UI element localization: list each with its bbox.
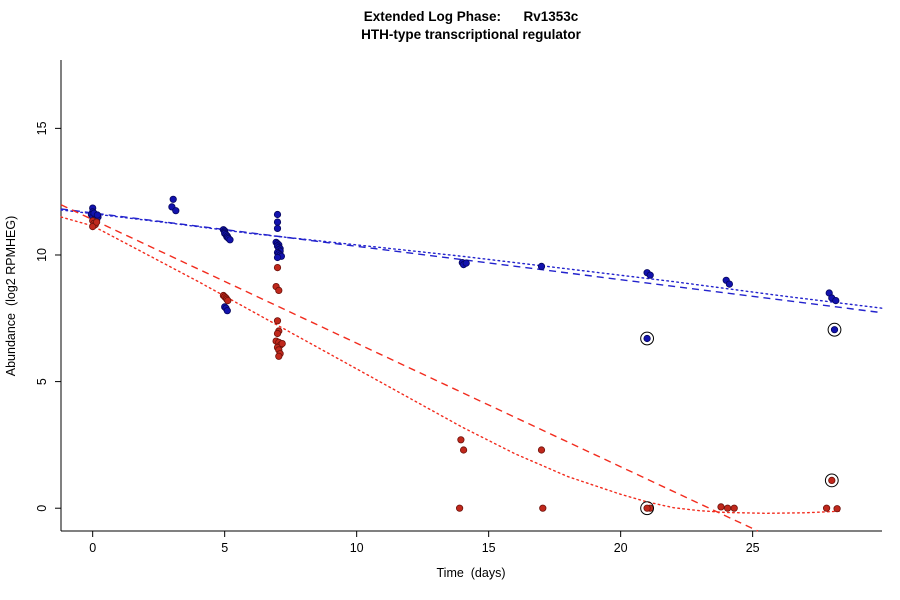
- red-dashed-trend-line: [60, 204, 759, 532]
- x-axis-title: Time (days): [437, 566, 506, 580]
- series-red-point: [730, 504, 738, 512]
- y-axis-title: Abundance (log2 RPMHEG): [4, 216, 18, 377]
- series-red-point: [833, 505, 841, 513]
- series-red-outlier-ring: [640, 501, 654, 516]
- series-red-point: [723, 504, 732, 512]
- x-tick-label: 25: [746, 541, 760, 555]
- plot-layer: 0 5 10 15 20 25 0 5 10 15: [35, 60, 883, 555]
- series-blue-point: [93, 211, 102, 219]
- series-blue-point: [273, 253, 282, 262]
- series-red-point: [717, 503, 725, 511]
- x-tick-label: 20: [614, 541, 628, 555]
- series-red-point: [89, 223, 97, 231]
- y-tick-label: 0: [35, 505, 49, 512]
- series-red-point: [93, 218, 101, 226]
- series-red-point: [455, 504, 464, 512]
- x-tick-label: 0: [89, 541, 96, 555]
- series-blue-point: [643, 334, 651, 343]
- y-tick-label: 15: [35, 121, 49, 135]
- series-blue-point: [273, 224, 282, 232]
- x-tick-label: 5: [221, 541, 228, 555]
- series-red-point: [643, 504, 651, 512]
- series-red-point: [275, 286, 283, 294]
- series-red-point: [539, 504, 547, 512]
- series-red-point: [275, 352, 283, 360]
- series-blue-point: [646, 271, 654, 279]
- chart-title-line2: HTH-type transcriptional regulator: [361, 27, 582, 42]
- series-blue-point: [169, 195, 177, 203]
- series-red-point: [828, 476, 836, 484]
- series-red-point: [822, 504, 831, 512]
- series-blue-point: [462, 259, 470, 267]
- y-tick-label: 5: [35, 378, 49, 385]
- series-red-outlier-ring: [824, 473, 839, 488]
- series-red-point: [459, 446, 468, 454]
- series-blue-point: [725, 280, 734, 288]
- series-blue-outlier-ring: [640, 331, 654, 346]
- series-blue-point: [172, 207, 180, 215]
- series-red-point: [278, 339, 286, 348]
- series-red-point: [224, 296, 232, 305]
- x-tick-label: 15: [482, 541, 496, 555]
- series-red-point: [273, 317, 282, 325]
- series-blue-point: [273, 210, 282, 219]
- series-red-point: [457, 436, 465, 444]
- series-blue-point: [830, 326, 839, 334]
- blue-dashed-trend-line: [60, 208, 883, 314]
- red-dotted-trend-line: [60, 216, 841, 515]
- chart-title-line1: Extended Log Phase: Rv1353c: [364, 9, 579, 24]
- series-red-point: [537, 446, 546, 454]
- series-blue-point: [223, 307, 231, 315]
- series-red-point: [273, 263, 282, 272]
- series-blue-outlier-ring: [827, 322, 842, 337]
- x-tick-label: 10: [350, 541, 364, 555]
- series-blue-point: [273, 218, 282, 226]
- series-blue-point: [537, 262, 546, 270]
- y-tick-label: 10: [35, 248, 49, 262]
- series-blue-point: [832, 296, 840, 305]
- series-red-point: [273, 329, 282, 338]
- series-blue-point: [226, 236, 234, 244]
